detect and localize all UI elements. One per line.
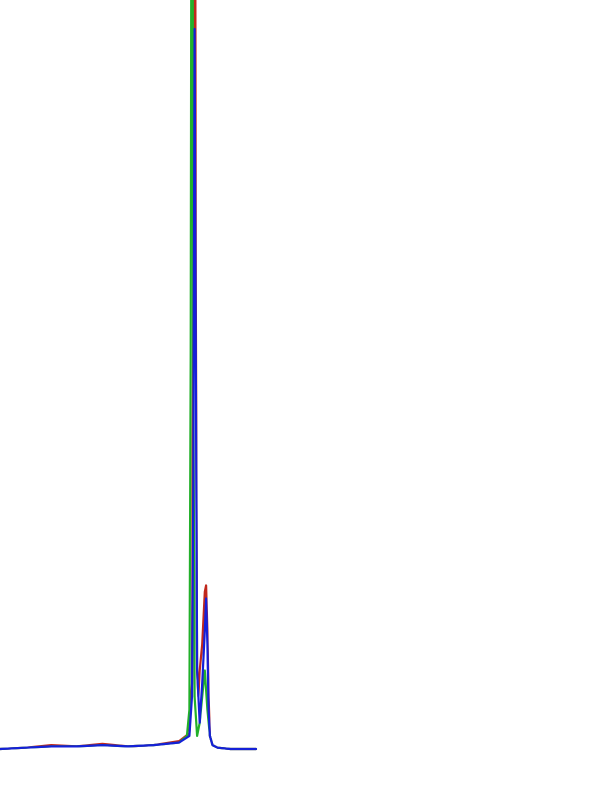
trace-group bbox=[0, 0, 258, 751]
series-line-3 bbox=[0, 27, 258, 751]
